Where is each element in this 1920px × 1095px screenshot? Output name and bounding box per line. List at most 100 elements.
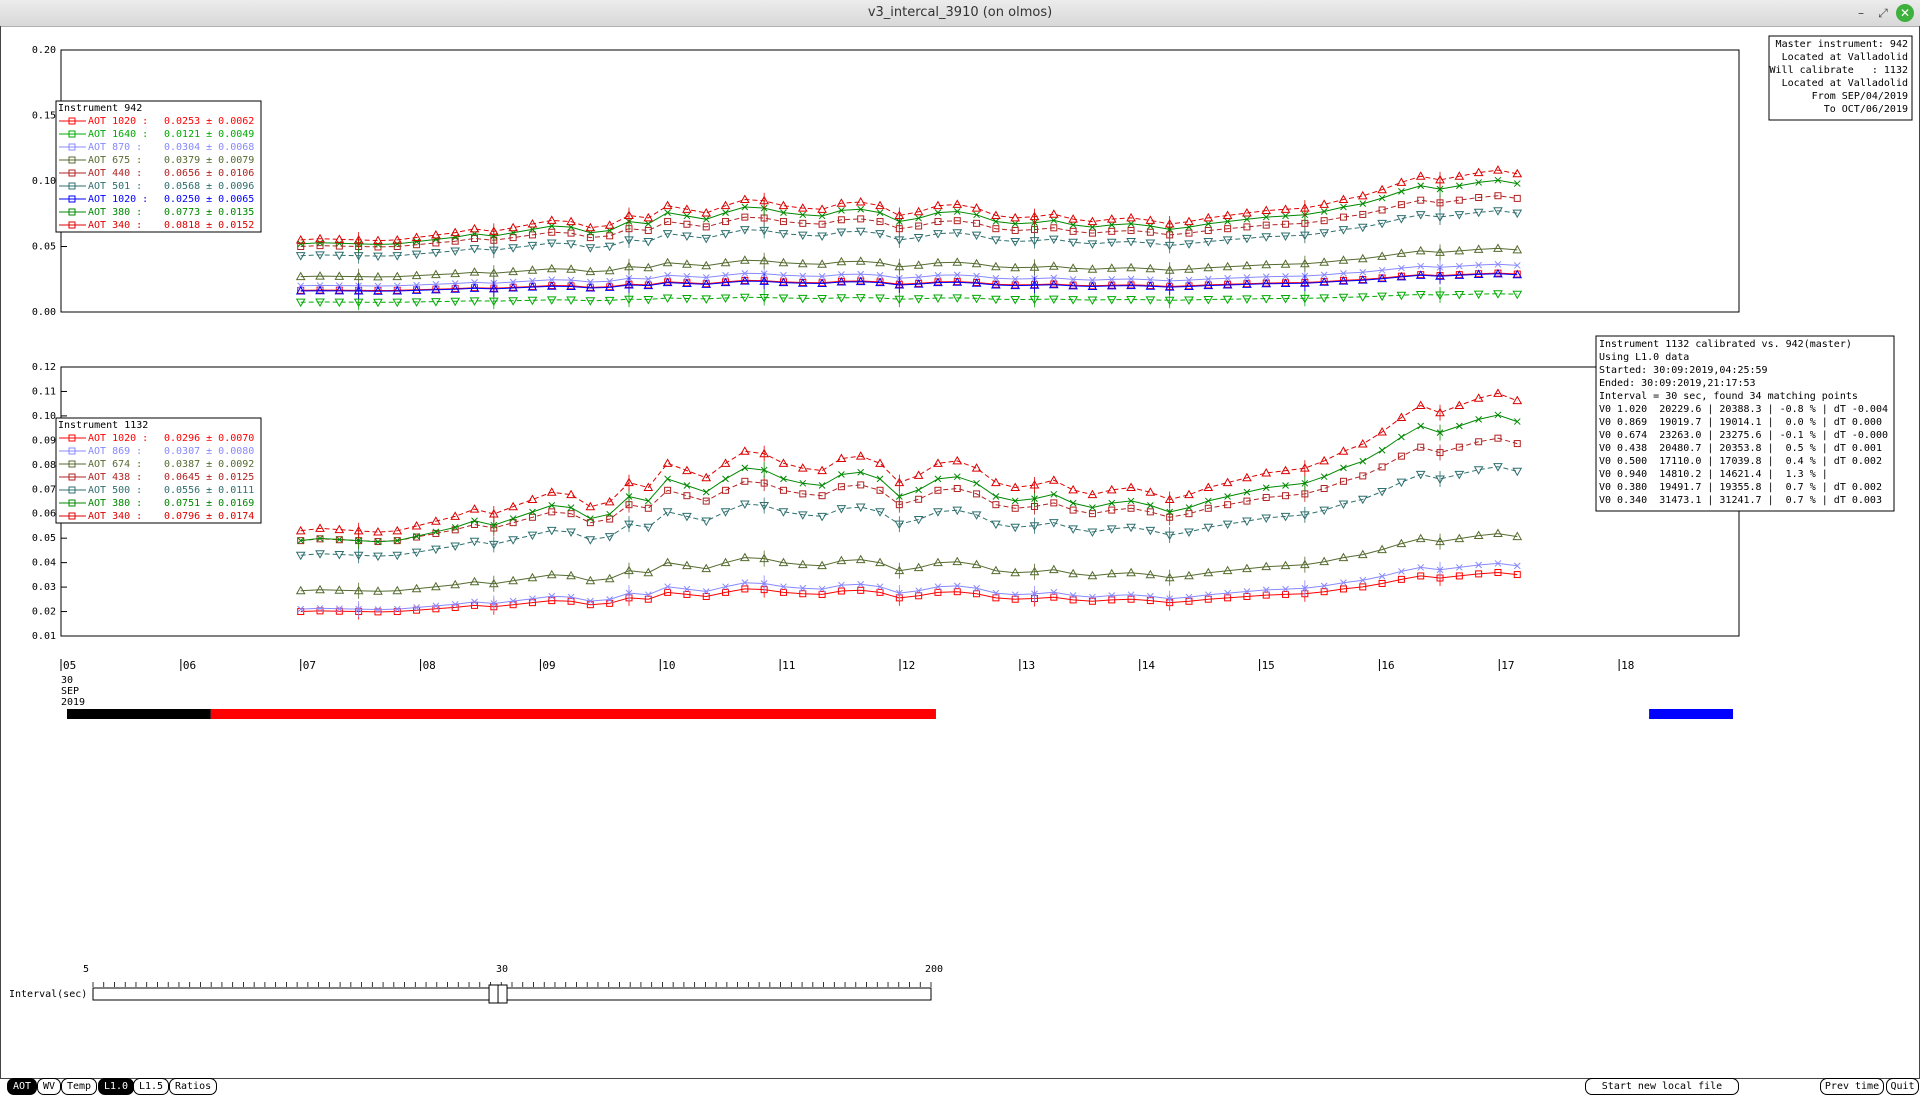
data-point <box>1299 463 1310 472</box>
data-point <box>1435 271 1445 280</box>
data-point <box>780 475 787 483</box>
data-point <box>1068 296 1078 305</box>
data-point <box>1280 204 1291 213</box>
data-point <box>1299 203 1310 212</box>
quit-button[interactable]: Quit <box>1886 1078 1919 1095</box>
legend-series-value: 0.0307 ± 0.0080 <box>164 446 254 457</box>
data-point <box>875 458 885 467</box>
start-new-local-file-button[interactable]: Start new local file <box>1585 1078 1739 1095</box>
data-point <box>1203 237 1214 247</box>
prev-time-button[interactable]: Prev time <box>1820 1078 1884 1095</box>
data-point <box>585 536 596 545</box>
data-point <box>992 594 1000 602</box>
minimize-button[interactable]: – <box>1858 6 1864 20</box>
data-point <box>624 210 634 219</box>
data-point <box>1262 493 1270 501</box>
data-point <box>548 592 556 600</box>
data-point <box>1203 296 1214 305</box>
data-point <box>374 606 382 613</box>
data-point <box>1029 566 1040 576</box>
data-point <box>567 276 575 284</box>
data-point <box>624 295 634 305</box>
maximize-button[interactable]: ⤢ <box>1878 6 1888 20</box>
data-point <box>1069 499 1077 507</box>
data-point <box>1493 207 1503 216</box>
data-point <box>1204 595 1212 603</box>
data-point <box>606 599 614 607</box>
legend-series-name: AOT 340 : <box>88 511 142 522</box>
data-point <box>528 513 536 521</box>
master-info-box: Master instrument: 942 Located at Vallado… <box>1768 35 1913 121</box>
y-tick-label: 0.05 <box>32 533 56 544</box>
data-point <box>546 263 557 273</box>
data-point <box>857 468 865 476</box>
data-point <box>1512 244 1523 254</box>
aot-button[interactable]: AOT <box>7 1078 38 1095</box>
data-point <box>1435 291 1445 300</box>
data-point <box>1513 194 1521 202</box>
data-point <box>1011 595 1019 603</box>
y-tick-label: 0.02 <box>32 607 56 618</box>
data-point <box>566 240 576 249</box>
data-point <box>1417 564 1425 571</box>
l10-button[interactable]: L1.0 <box>98 1078 135 1095</box>
data-point <box>799 590 807 598</box>
temp-button[interactable]: Temp <box>61 1078 98 1095</box>
data-point <box>992 225 1000 233</box>
legend-marker <box>68 434 76 442</box>
data-point <box>915 273 922 281</box>
x-tick-label: 14 <box>1142 659 1156 672</box>
data-point <box>701 260 712 270</box>
data-point <box>759 293 770 303</box>
ratios-button[interactable]: Ratios <box>169 1078 218 1095</box>
data-point <box>353 298 364 308</box>
data-point <box>490 600 498 607</box>
data-point <box>1222 279 1233 289</box>
data-point <box>1106 280 1117 290</box>
data-point <box>643 567 654 577</box>
data-point <box>1357 275 1368 284</box>
data-point <box>1357 549 1368 559</box>
data-point <box>1010 482 1021 491</box>
data-point <box>469 297 480 306</box>
data-point <box>488 297 499 307</box>
data-point <box>1243 223 1251 231</box>
data-point <box>797 258 808 268</box>
data-point <box>1164 219 1175 228</box>
y-tick-label: 0.00 <box>32 307 56 318</box>
data-point <box>1455 262 1463 270</box>
calibration-info-box-line: V0 0.500 17110.0 | 17039.8 | 0.4 % | dT … <box>1599 456 1882 467</box>
data-point <box>392 252 403 261</box>
data-point <box>1087 240 1098 249</box>
data-point <box>606 515 614 523</box>
x-tick-label: 11 <box>782 659 795 672</box>
data-point <box>1435 174 1445 184</box>
data-point <box>528 599 536 607</box>
l15-button[interactable]: L1.5 <box>133 1078 170 1095</box>
data-point <box>1146 228 1154 236</box>
data-point <box>1338 255 1349 264</box>
data-point <box>508 536 518 545</box>
data-point <box>1164 494 1175 504</box>
legend-series-name: AOT 869 : <box>88 446 142 457</box>
data-point <box>548 508 556 516</box>
data-point <box>335 239 343 247</box>
data-point <box>644 504 652 512</box>
data-point <box>1243 215 1251 223</box>
data-point <box>1222 565 1233 575</box>
data-point <box>604 296 615 306</box>
close-button[interactable]: ✕ <box>1896 4 1914 22</box>
data-point <box>1262 273 1270 281</box>
data-point <box>1473 466 1484 475</box>
data-point <box>933 508 943 517</box>
data-point <box>585 283 596 292</box>
data-point <box>1243 274 1251 281</box>
wv-button[interactable]: WV <box>37 1078 62 1095</box>
data-point <box>1513 571 1521 579</box>
data-point <box>1106 484 1117 494</box>
data-point <box>1493 290 1503 299</box>
data-point <box>817 465 827 475</box>
slider-tick-label: 5 <box>83 964 89 975</box>
y-tick-label: 0.20 <box>32 45 56 56</box>
x-tick-label: 08 <box>423 659 436 672</box>
